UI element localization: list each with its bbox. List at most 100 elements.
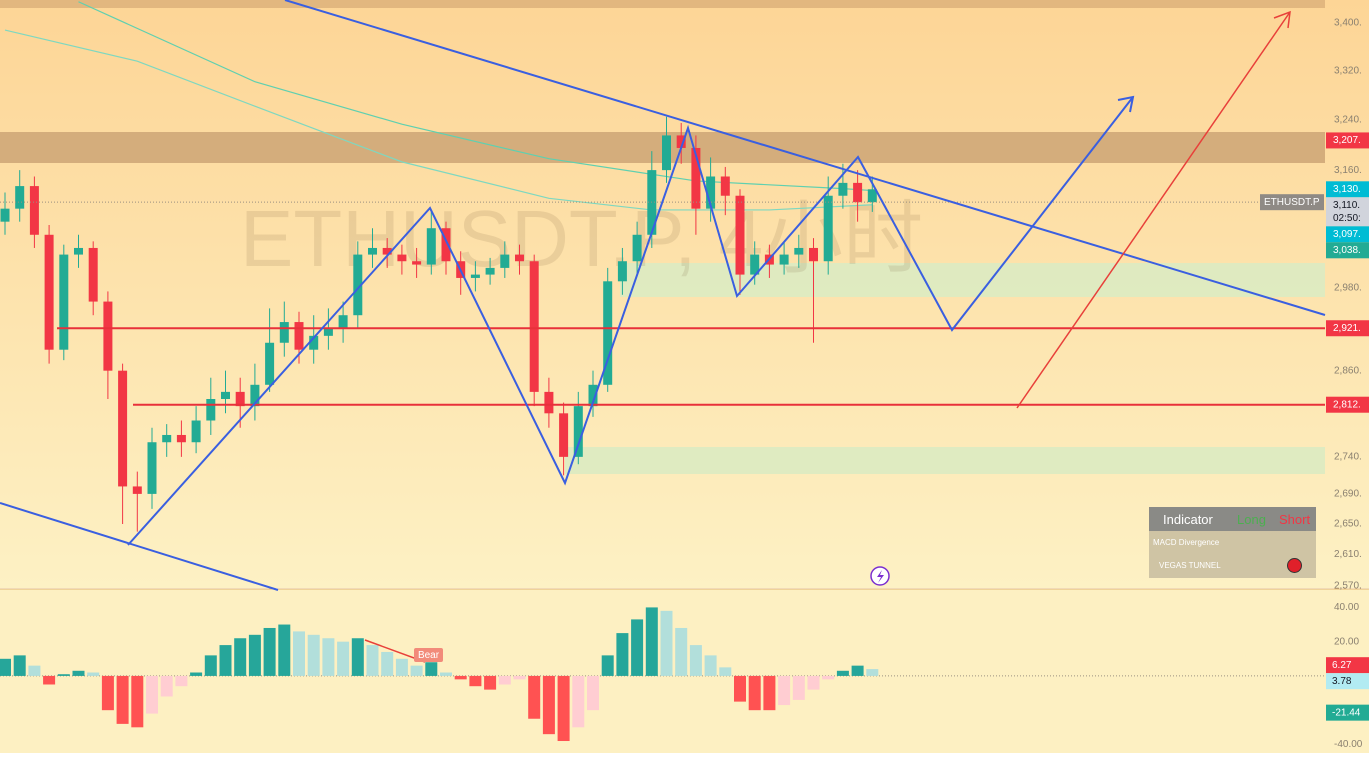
y-tick-label: 2,610. <box>1334 549 1362 560</box>
histogram-bar <box>528 675 541 719</box>
trend-line <box>0 502 279 591</box>
histogram-bar <box>440 672 452 676</box>
candle-body <box>338 315 348 329</box>
candle-body <box>809 247 818 262</box>
candle-body <box>617 261 627 282</box>
candle-body <box>44 234 54 350</box>
header-cell: Short <box>1279 511 1311 527</box>
candle-body <box>544 391 554 414</box>
candle-body <box>368 247 377 255</box>
histogram-bar <box>351 638 364 676</box>
candle-body <box>706 176 716 209</box>
row-label: VEGAS TUNNEL <box>1159 561 1221 570</box>
value-tag-label: -21.44 <box>1332 707 1361 718</box>
histogram-bar <box>57 674 70 676</box>
histogram-bar <box>484 675 497 690</box>
histogram-bar <box>689 645 702 676</box>
histogram-bar <box>425 662 438 676</box>
histogram-bar <box>734 675 746 702</box>
candle-body <box>279 322 289 343</box>
histogram-bar <box>322 638 335 676</box>
candle-body <box>191 420 201 443</box>
histogram-bar <box>278 624 291 676</box>
indicator-table: Indicator Long Short MACD Divergence VEG… <box>1149 507 1316 578</box>
candle-body <box>573 406 583 457</box>
histogram-bar <box>101 675 114 711</box>
candle-body <box>632 234 642 262</box>
table-header: Indicator Long Short <box>1149 507 1316 531</box>
histogram-bar <box>822 675 835 680</box>
histogram-bar <box>778 675 791 706</box>
y-tick-label: 3,320. <box>1334 65 1362 76</box>
histogram-bar <box>498 675 511 685</box>
histogram-bar <box>87 672 100 676</box>
y-tick-label: 3,400. <box>1334 18 1362 29</box>
y-tick-label: 2,570. <box>1334 580 1362 591</box>
price-tag-label: 3,130. <box>1333 184 1361 195</box>
candle-body <box>691 147 701 209</box>
histogram-bar <box>675 627 688 676</box>
value-tag <box>1326 673 1369 690</box>
price-tag-label: 3,110. <box>1333 200 1360 211</box>
candle-body <box>294 322 304 350</box>
candle-body <box>323 328 333 336</box>
histogram-bar <box>645 607 658 676</box>
symbol-label: ETHUSDT.P <box>1264 197 1320 208</box>
histogram-bar <box>131 675 144 728</box>
candle-body <box>485 267 495 275</box>
histogram-bar <box>175 675 188 687</box>
row-label: MACD Divergence <box>1153 538 1220 547</box>
candle-body <box>382 247 392 255</box>
histogram-bar <box>72 670 85 676</box>
header-cell: Indicator <box>1163 511 1213 527</box>
y-tick-label: 2,980. <box>1334 283 1362 294</box>
candle-body <box>309 335 319 350</box>
histogram-bar <box>836 670 849 676</box>
candle-body <box>441 228 451 262</box>
histogram-bar <box>719 667 732 676</box>
y-tick-label: 2,860. <box>1334 365 1362 376</box>
histogram-bar <box>263 627 276 676</box>
candle-body <box>779 254 789 265</box>
trend-line <box>284 0 1326 316</box>
candle-body <box>353 254 363 316</box>
projection <box>1016 11 1291 409</box>
price-tag <box>1326 320 1369 337</box>
candle-body <box>588 384 598 407</box>
histogram-bar <box>410 665 423 676</box>
histogram-bar <box>601 655 614 676</box>
price-tag-label: 2,812. <box>1333 399 1361 410</box>
candle-body <box>412 261 422 265</box>
histogram-bar <box>395 658 408 676</box>
histogram-bar <box>454 675 467 680</box>
candle-body <box>206 399 216 421</box>
histogram-bar <box>631 619 644 676</box>
histogram-bar <box>660 610 673 676</box>
candle-body <box>29 186 39 235</box>
countdown: 02:50: <box>1333 213 1361 224</box>
price-tag <box>1326 181 1369 198</box>
y-tick-label: 2,690. <box>1334 489 1362 500</box>
y-tick-label: 20.00 <box>1334 636 1359 647</box>
candle-body <box>74 247 83 255</box>
candle-body <box>529 261 539 392</box>
candle-body <box>103 301 113 371</box>
histogram-bar <box>851 665 864 676</box>
price-tag-label: 2,921. <box>1333 323 1361 334</box>
candle-body <box>0 208 10 222</box>
candle-body <box>59 254 69 350</box>
histogram-bar <box>13 655 26 676</box>
candle-body <box>838 182 848 196</box>
histogram-bar <box>219 645 232 676</box>
histogram-bar <box>587 675 599 711</box>
candle-body <box>559 413 569 457</box>
histogram-bar <box>513 675 526 680</box>
histogram-bar <box>469 675 482 687</box>
candle-body <box>15 186 25 209</box>
histogram-bar <box>337 641 350 676</box>
candle-body <box>867 189 877 203</box>
y-tick-label: 2,740. <box>1334 452 1362 463</box>
candle-body <box>176 434 186 443</box>
support-zone <box>565 447 1325 474</box>
symbol-tag <box>1260 194 1324 211</box>
